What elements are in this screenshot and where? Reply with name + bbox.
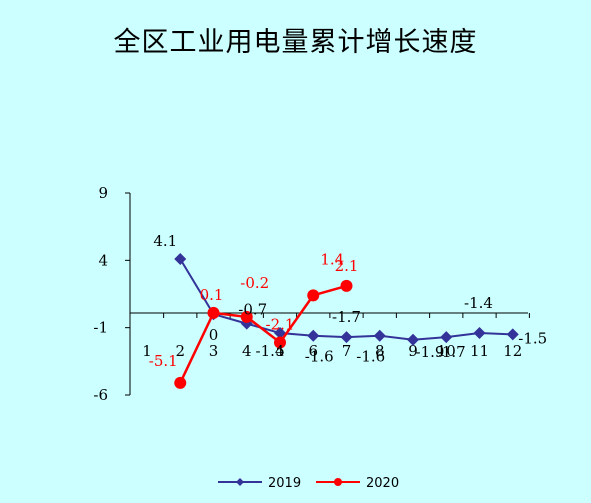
data-point-2019	[473, 327, 486, 340]
data-label-2019: -1.4	[256, 342, 285, 360]
x-tick-label: 4	[242, 342, 252, 360]
data-label-2019: -0.7	[238, 301, 267, 319]
data-label-2019: -1.6	[305, 348, 334, 366]
x-tick-label: 12	[503, 342, 522, 360]
data-label-2020: -0.2	[240, 274, 269, 292]
data-label-2020: -5.1	[149, 352, 178, 370]
y-tick-label: 4	[98, 251, 108, 269]
data-point-2020	[340, 279, 353, 292]
y-tick-label: 9	[98, 184, 108, 202]
data-point-2019	[440, 331, 453, 344]
data-point-2019	[274, 327, 286, 340]
data-label-2020: 2.1	[335, 257, 359, 275]
data-label-2019: -1.7	[437, 343, 466, 361]
x-tick-label: 8	[375, 342, 385, 360]
x-tick-label: 7	[342, 342, 352, 360]
x-tick-label: 2	[175, 342, 185, 360]
data-point-2019	[340, 331, 353, 344]
legend-marker-2020	[334, 478, 342, 486]
data-point-2020	[240, 310, 253, 323]
data-label-2019: -1.4	[464, 294, 493, 312]
legend-label-2019: 2019	[268, 476, 301, 491]
data-point-2020	[274, 336, 286, 349]
data-point-2019	[174, 252, 187, 265]
x-tick-label: 6	[308, 342, 318, 360]
x-tick-label: 9	[408, 342, 418, 360]
x-tick-label: 5	[275, 342, 285, 360]
data-label-2020: 1.4	[320, 250, 344, 268]
x-tick-label: 1	[142, 342, 152, 360]
data-point-2019	[373, 329, 386, 342]
data-label-2020: -2.1	[266, 315, 295, 333]
y-tick-label: -1	[93, 319, 108, 337]
data-point-2019	[407, 333, 419, 346]
x-tick-label: 11	[470, 342, 489, 360]
y-tick-label: -6	[93, 386, 108, 404]
chart-title: 全区工业用电量累计增长速度	[113, 27, 478, 58]
data-point-2020	[174, 376, 187, 389]
data-label-2019: -1.5	[518, 329, 547, 347]
data-label-2019: 0	[209, 326, 219, 344]
data-label-2019: -1.7	[332, 308, 361, 326]
x-tick-label: 3	[209, 342, 219, 360]
data-label-2019: -1.6	[356, 348, 385, 366]
data-point-2019	[307, 329, 320, 342]
data-point-2020	[307, 289, 320, 302]
x-tick-label: 10	[437, 342, 456, 360]
data-label-2019: 4.1	[153, 232, 177, 250]
data-label-2020: 0.1	[200, 286, 224, 304]
data-point-2020	[207, 306, 220, 319]
legend-marker-2019	[236, 478, 244, 486]
legend-label-2020: 2020	[366, 476, 399, 491]
data-point-2019	[506, 328, 519, 341]
data-label-2019: -1.9	[416, 343, 445, 361]
